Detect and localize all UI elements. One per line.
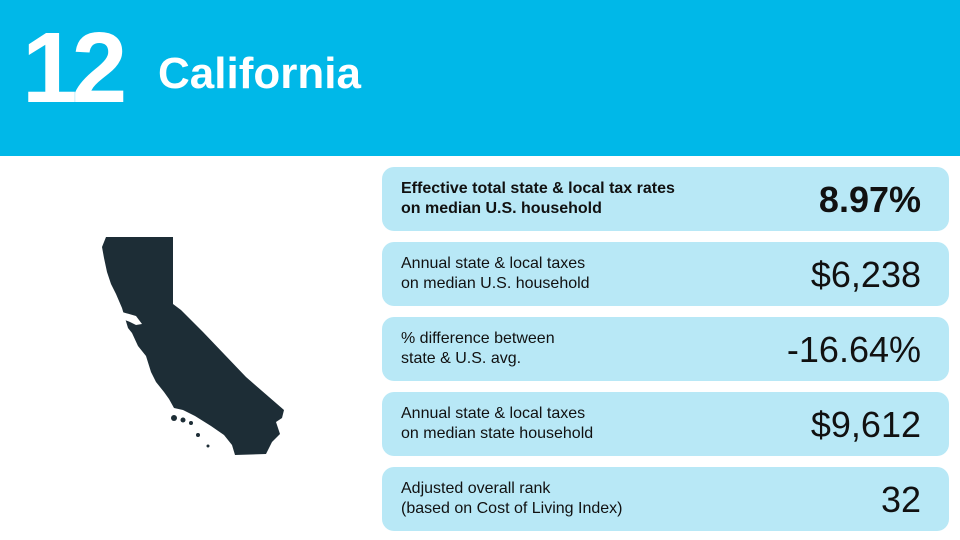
header-banner: 12 California xyxy=(0,0,960,156)
stat-value: 8.97% xyxy=(818,179,921,220)
stat-card-percent-difference: % difference between state & U.S. avg. -… xyxy=(382,317,949,381)
california-map-icon xyxy=(102,237,284,455)
channel-island xyxy=(189,421,193,425)
rank-number: 12 xyxy=(22,12,127,124)
stat-card-annual-taxes-state-household: Annual state & local taxes on median sta… xyxy=(382,392,949,456)
stats-list: Effective total state & local tax rates … xyxy=(382,167,949,540)
channel-island xyxy=(206,444,210,448)
stat-value: $9,612 xyxy=(810,404,921,445)
channel-island xyxy=(196,433,200,437)
state-name: California xyxy=(158,49,361,98)
stat-label: % difference between state & U.S. avg. xyxy=(401,330,555,367)
stat-card-adjusted-rank: Adjusted overall rank (based on Cost of … xyxy=(382,467,949,531)
stat-value: $6,238 xyxy=(810,254,921,295)
california-outline xyxy=(102,237,284,455)
channel-island xyxy=(171,415,177,421)
stat-label: Adjusted overall rank (based on Cost of … xyxy=(401,480,623,517)
stat-card-effective-tax-rate: Effective total state & local tax rates … xyxy=(382,167,949,231)
stat-label: Effective total state & local tax rates … xyxy=(401,180,675,217)
stat-label: Annual state & local taxes on median U.S… xyxy=(401,255,590,292)
stat-value: 32 xyxy=(880,479,921,520)
stat-label: Annual state & local taxes on median sta… xyxy=(401,405,594,442)
channel-island xyxy=(180,417,186,423)
bay-area-inlet xyxy=(122,312,142,325)
stat-card-annual-taxes-us-household: Annual state & local taxes on median U.S… xyxy=(382,242,949,306)
stat-value: -16.64% xyxy=(786,329,921,370)
